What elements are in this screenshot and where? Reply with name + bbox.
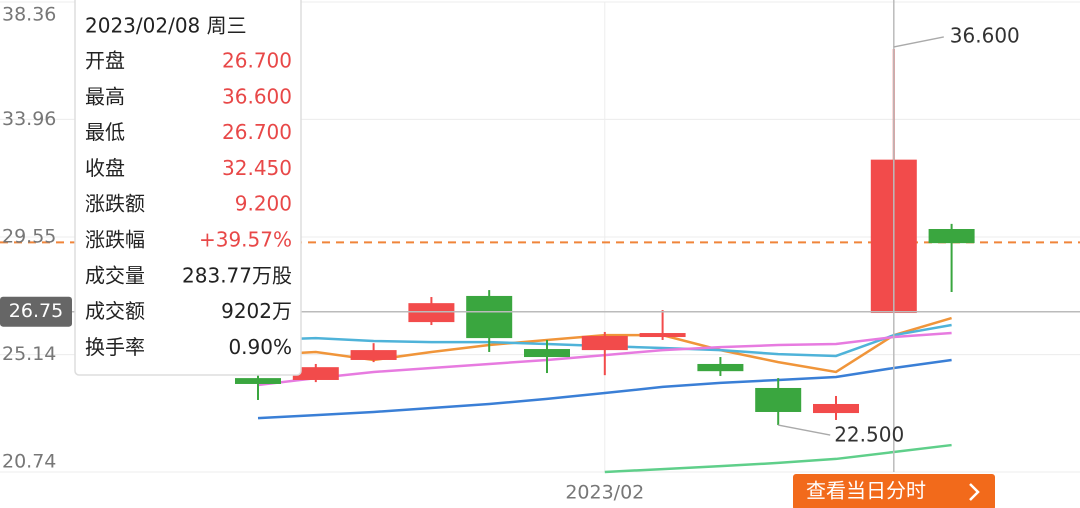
candle-body [466,295,513,339]
y-tick-label: 20.74 [2,451,56,473]
tooltip-label: 收盘 [85,156,125,180]
candle-body [524,349,570,358]
tooltip-value: +39.57% [199,228,292,252]
cursor-price-label: 26.75 [9,300,63,322]
intraday-button[interactable]: 查看当日分时 [793,474,995,508]
tooltip-label: 最高 [85,84,125,108]
candle-body [408,303,455,323]
low-annotation: 22.500 [834,423,904,447]
button-bg[interactable] [793,474,995,508]
tooltip-value: 9.200 [235,192,292,216]
candle-body [755,387,802,412]
tooltip-label: 换手率 [85,335,145,359]
candle-body [292,367,339,380]
tooltip-value: 9202万 [221,299,292,323]
button-label[interactable]: 查看当日分时 [806,479,926,503]
tooltip-value: 26.700 [222,49,292,73]
tooltip-value: 36.600 [222,84,292,108]
tooltip-label: 涨跌额 [85,192,145,216]
candle-body [697,363,744,372]
tooltip-label: 开盘 [85,49,125,73]
tooltip-label: 涨跌幅 [85,228,145,252]
high-leader [893,36,944,48]
candle-body [581,335,628,351]
x-tick-label: 2023/02 [565,482,644,504]
y-tick-label: 29.55 [2,226,56,248]
tooltip-label: 成交额 [85,299,145,323]
tooltip-value: 26.700 [222,120,292,144]
y-tick-label: 33.96 [2,108,56,130]
high-annotation: 36.600 [950,23,1020,47]
y-tick-label: 25.14 [2,343,56,365]
tooltip-value: 283.77万股 [182,263,292,287]
tooltip-date: 2023/02/08 周三 [85,14,247,38]
tooltip-box [74,0,302,376]
tooltip-label: 成交量 [85,263,145,287]
candle-body [928,228,975,244]
ma-line [257,358,952,420]
cursor-price-box [0,296,72,327]
tooltip-value: 32.450 [222,156,292,180]
button-chevron[interactable] [969,483,980,501]
tooltip-label: 最低 [85,120,125,144]
tooltip-value: 0.90% [228,335,292,359]
candle-body [235,378,281,384]
candle-body [350,350,397,360]
ma-line [604,443,952,474]
low-leader [778,424,831,436]
candle-body [639,333,686,338]
y-tick-label: 38.36 [2,4,56,26]
candle-body [813,403,859,414]
